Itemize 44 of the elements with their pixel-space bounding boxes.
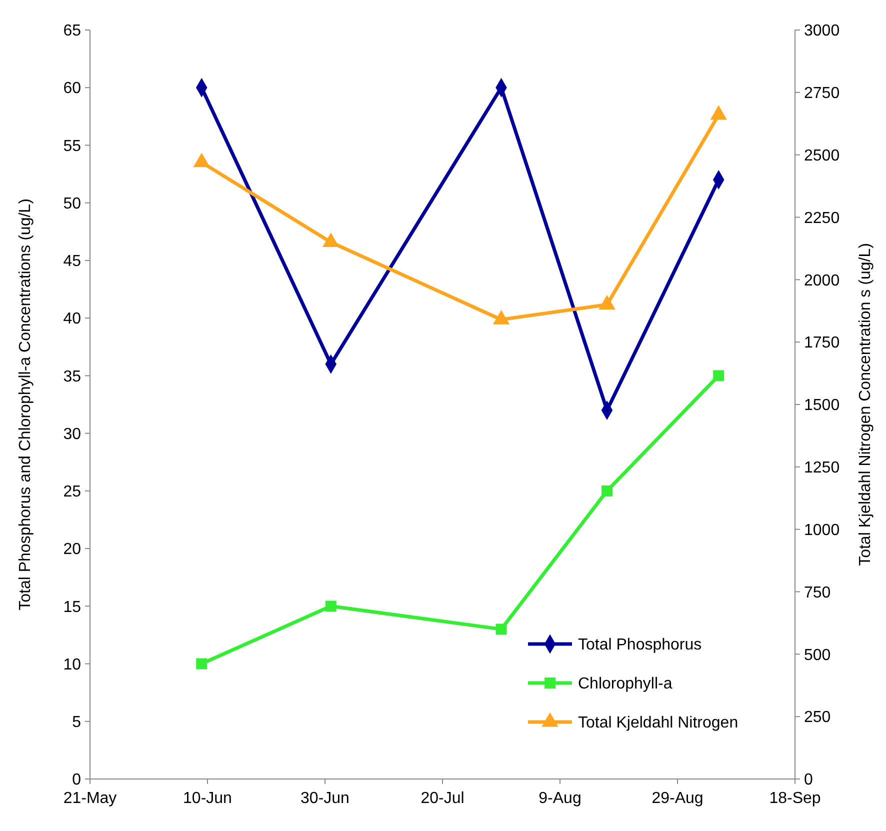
y-tick-label: 20 xyxy=(63,541,82,558)
y-tick-label: 60 xyxy=(63,80,82,98)
y-tick-label: 35 xyxy=(63,368,82,386)
y2-tick-label: 3000 xyxy=(804,22,840,40)
y-tick-label: 0 xyxy=(72,772,82,789)
y2-tick-label: 2750 xyxy=(804,85,840,102)
y2-tick-label: 1750 xyxy=(804,334,840,352)
y2-tick-label: 1250 xyxy=(804,460,840,477)
y-tick-label: 25 xyxy=(63,484,82,501)
point xyxy=(602,485,612,496)
legend-label: Total Kjeldahl Nitrogen xyxy=(578,714,738,732)
x-tick-label: 29-Aug xyxy=(652,790,704,807)
y-tick-label: 30 xyxy=(63,426,82,443)
y-tick-label: 10 xyxy=(63,656,82,674)
y-tick-label: 5 xyxy=(72,714,82,731)
y-tick-label: 15 xyxy=(63,598,82,616)
y-tick-label: 55 xyxy=(63,138,82,155)
y-tick-label: 65 xyxy=(63,22,82,40)
x-tick-label: 21-May xyxy=(63,790,117,807)
x-tick-label: 10-Jun xyxy=(183,790,232,807)
y2-tick-label: 500 xyxy=(804,646,831,664)
legend-label: Chlorophyll-a xyxy=(578,676,672,693)
x-tick-label: 20-Jul xyxy=(420,790,464,807)
y2-tick-label: 250 xyxy=(804,709,831,726)
y-tick-label: 40 xyxy=(63,310,82,328)
point xyxy=(196,658,208,670)
legend-label: Total Phosphorus xyxy=(578,636,702,654)
y2-tick-label: 750 xyxy=(804,584,831,602)
y2-tick-label: 1500 xyxy=(804,397,840,414)
x-tick-label: 9-Aug xyxy=(538,790,582,807)
point xyxy=(325,600,336,612)
y-tick-label: 50 xyxy=(63,195,82,212)
y2-tick-label: 2250 xyxy=(804,210,840,227)
point xyxy=(713,370,724,382)
x-tick-label: 30-Jun xyxy=(300,790,350,807)
y2-axis-title: Total Kjeldahl Nitrogen Concentration s (ug/L) xyxy=(857,243,874,566)
y2-tick-label: 2000 xyxy=(804,272,840,290)
y2-tick-label: 1000 xyxy=(804,522,840,539)
y-axis-title: Total Phosphorus and Chlorophyll-a Concentrations (ug/L) xyxy=(17,198,34,610)
y-tick-label: 45 xyxy=(63,253,82,270)
y2-tick-label: 0 xyxy=(804,772,813,789)
x-tick-label: 18-Sep xyxy=(769,790,821,807)
y2-tick-label: 2500 xyxy=(804,147,840,164)
point xyxy=(496,624,507,635)
